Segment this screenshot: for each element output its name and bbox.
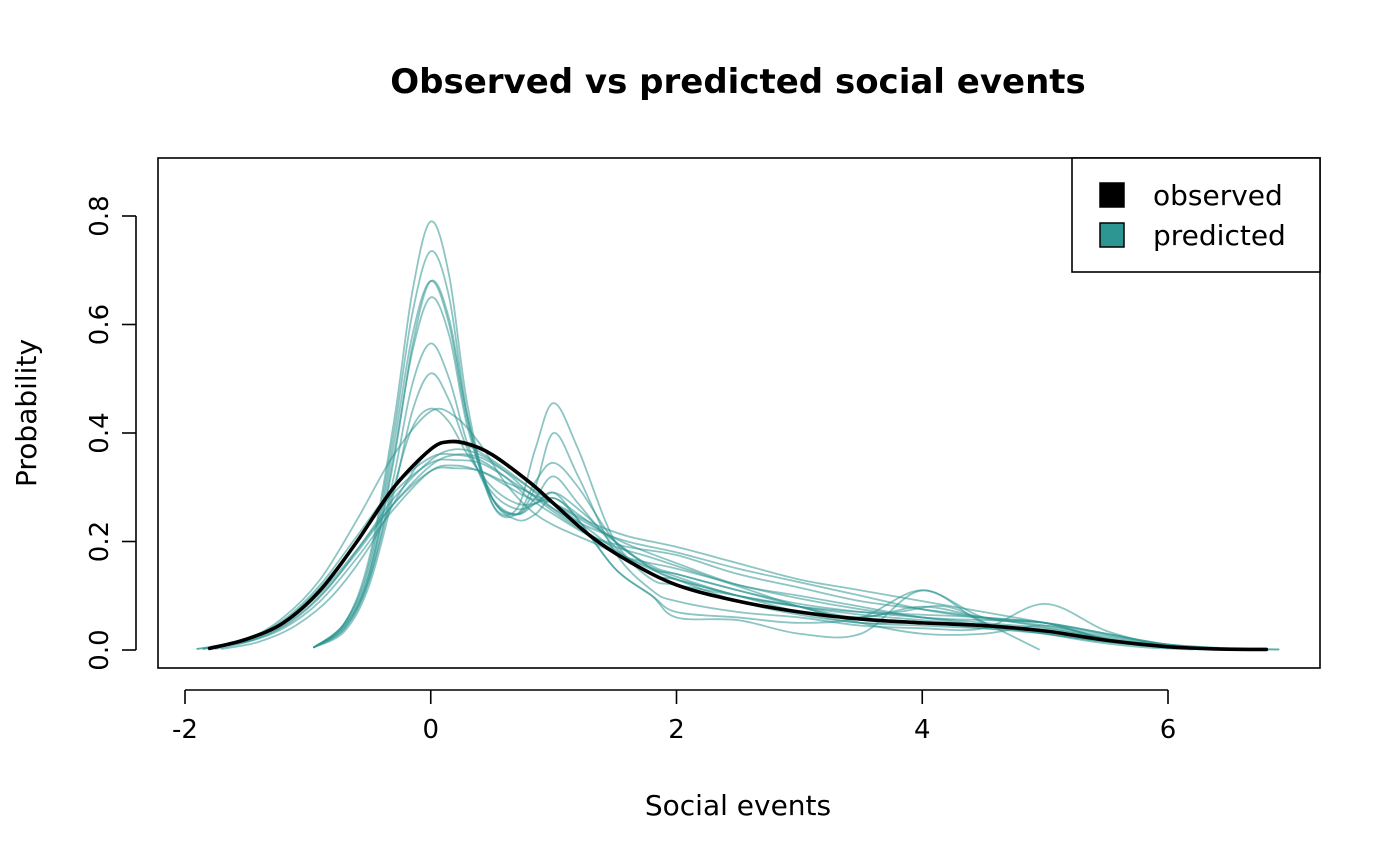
legend: observed predicted xyxy=(1071,157,1321,273)
legend-label-predicted: predicted xyxy=(1153,219,1286,252)
plot-frame xyxy=(157,157,1321,669)
series-predicted-line-11 xyxy=(208,458,1231,650)
series-predicted-line-8 xyxy=(313,372,1169,649)
series-predicted-line-15 xyxy=(313,279,1169,649)
series-predicted-line-9 xyxy=(196,407,1194,651)
series-predicted-line-3 xyxy=(313,220,1169,649)
series-observed-line xyxy=(207,439,1269,652)
x-tick-label: 0 xyxy=(422,715,439,745)
x-tick-label: -2 xyxy=(172,715,198,745)
y-tick-label: 0.8 xyxy=(85,195,115,236)
series-predicted-line-7 xyxy=(313,342,1169,649)
chart-title: Observed vs predicted social events xyxy=(390,62,1086,102)
y-tick-label: 0.2 xyxy=(85,521,115,562)
legend-box xyxy=(1071,157,1321,273)
x-tick-label: 4 xyxy=(914,715,931,745)
y-tick-label: 0.6 xyxy=(85,304,115,345)
series-predicted-line-0 xyxy=(196,464,1280,651)
series-predicted-line-4 xyxy=(313,250,1169,649)
series-predicted-line-6 xyxy=(313,296,1169,649)
y-tick-label: 0.0 xyxy=(85,629,115,670)
x-tick-label: 2 xyxy=(668,715,685,745)
legend-swatch-observed xyxy=(1099,182,1125,208)
x-axis: -2 0 2 4 6 xyxy=(172,689,1177,745)
y-tick-label: 0.4 xyxy=(85,412,115,453)
legend-swatch-predicted xyxy=(1099,222,1125,248)
legend-label-observed: observed xyxy=(1153,179,1283,212)
x-axis-label: Social events xyxy=(645,789,831,822)
series-layer xyxy=(196,220,1280,652)
y-axis: 0.0 0.2 0.4 0.6 0.8 xyxy=(85,195,137,671)
x-tick-label: 6 xyxy=(1160,715,1177,745)
series-predicted-line-5 xyxy=(313,280,1169,649)
y-axis-label: Probability xyxy=(10,339,43,487)
